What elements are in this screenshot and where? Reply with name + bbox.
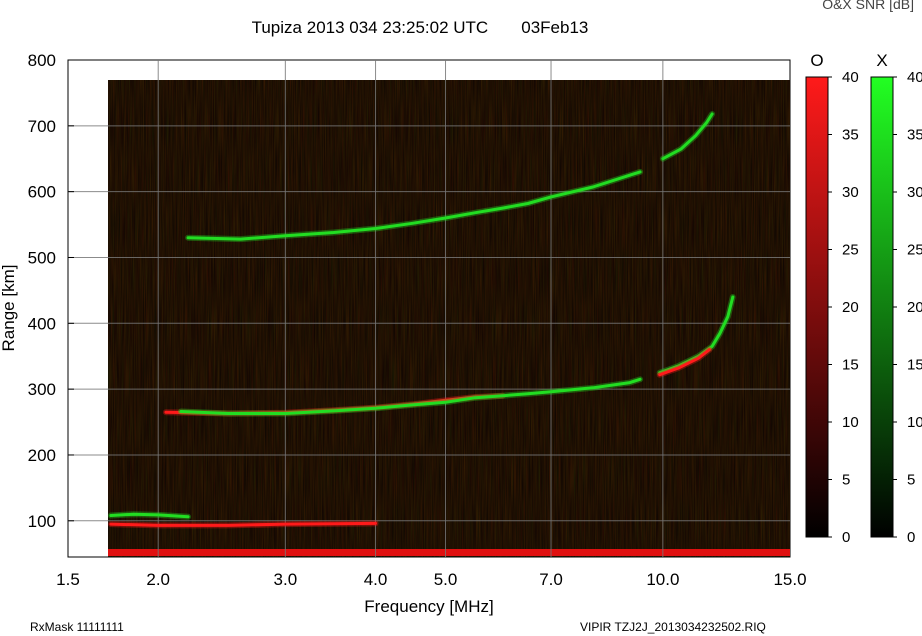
trace-o-e [109, 521, 377, 527]
y-tick-label: 400 [28, 314, 56, 333]
colorbar-tick-label: 5 [842, 472, 850, 489]
y-tick-label: 300 [28, 380, 56, 399]
trace-x-2f [186, 170, 642, 241]
colorbar-x [870, 76, 894, 538]
x-axis-label: Frequency [MHz] [364, 597, 493, 616]
y-tick-label: 200 [28, 446, 56, 465]
x-tick-label: 1.5 [56, 570, 80, 589]
x-tick-label: 4.0 [364, 570, 388, 589]
echo-traces [107, 111, 736, 529]
timestamp: 2013 034 23:25:02 UTC [306, 18, 489, 37]
colorbar-o [805, 76, 829, 538]
colorbar-tick-label: 20 [907, 299, 922, 316]
y-tick-label: 800 [28, 51, 56, 70]
colorbar-tick-label: 40 [842, 69, 859, 86]
file-name: VIPIR TZJ2J_2013034232502.RIQ [580, 620, 766, 634]
x-tick-label: 15.0 [773, 570, 806, 589]
x-tick-label: 2.0 [146, 570, 170, 589]
colorbar-ticks: 0 5 10 15 20 25 30 35 40 0 5 10 15 20 25 30 35 40 [828, 69, 922, 546]
x-tick-label: 5.0 [434, 570, 458, 589]
colorbar-o-label: O [810, 51, 823, 70]
date-label: 03Feb13 [521, 18, 589, 37]
colorbar-tick-label: 35 [842, 127, 859, 144]
trace-x-2f-upper [661, 112, 714, 161]
colorbar-tick-label: 30 [907, 184, 922, 201]
x-tick-label: 10.0 [646, 570, 679, 589]
y-axis-label: Range [km] [0, 265, 18, 352]
chart-title: Tupiza 2013 034 23:25:02 UTC 03Feb13 [0, 18, 840, 38]
noise-texture [108, 80, 790, 557]
y-tick-labels: 100 200 300 400 500 600 700 800 [28, 51, 56, 531]
grid [68, 59, 790, 557]
trace-x-f-upper [658, 295, 735, 375]
x-tick-labels: 1.5 2.0 3.0 4.0 5.0 7.0 10.0 15.0 [56, 570, 806, 589]
y-tick-label: 100 [28, 512, 56, 531]
colorbar-tick-label: 0 [842, 529, 850, 546]
colorbar-tick-label: 15 [907, 357, 922, 374]
snr-label: O&X SNR [dB] [822, 0, 914, 12]
colorbar-tick-label: 40 [907, 69, 922, 86]
colorbar-tick-label: 10 [842, 414, 859, 431]
colorbar-tick-label: 20 [842, 299, 859, 316]
station-name: Tupiza [251, 18, 302, 37]
colorbar-x-label: X [876, 51, 887, 70]
colorbar-tick-label: 10 [907, 414, 922, 431]
colorbar-tick-label: 35 [907, 127, 922, 144]
colorbar-tick-label: 15 [842, 357, 859, 374]
colorbar-tick-label: 25 [907, 242, 922, 259]
colorbar-tick-label: 30 [842, 184, 859, 201]
interference-band [108, 549, 790, 556]
rx-mask: RxMask 11111111 [30, 620, 124, 634]
y-tick-label: 500 [28, 248, 56, 267]
colorbar-tick-label: 5 [907, 472, 915, 489]
y-tick-label: 700 [28, 117, 56, 136]
x-tick-label: 7.0 [539, 570, 563, 589]
colorbar-tick-label: 25 [842, 242, 859, 259]
colorbar-tick-label: 0 [907, 529, 915, 546]
y-tick-label: 600 [28, 183, 56, 202]
trace-o-f-upper [658, 348, 711, 377]
x-tick-label: 3.0 [274, 570, 298, 589]
trace-x-f [179, 377, 642, 415]
trace-x-e [109, 512, 190, 519]
